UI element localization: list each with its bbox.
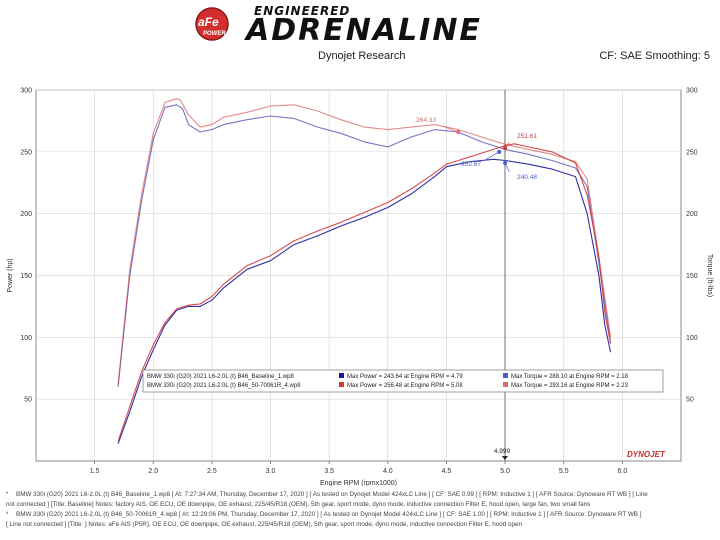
legend-file-name: BMW 330i (G20) 2021 L6-2.0L (t) B46_Base… xyxy=(147,374,295,380)
y-tick-label-right: 200 xyxy=(686,211,698,218)
legend: BMW 330i (G20) 2021 L6-2.0L (t) B46_Base… xyxy=(142,369,664,393)
chart-subtitle: Dynojet Research xyxy=(318,50,406,62)
annotation-leader xyxy=(504,162,510,172)
series-line-baseline-power xyxy=(117,158,612,444)
logo-badge-bottom: POWER xyxy=(203,31,226,37)
y-tick-label-left: 100 xyxy=(20,335,32,342)
y-tick-label-left: 200 xyxy=(20,211,32,218)
legend-max-power: Max Power = 256.48 at Engine RPM = 5.08 xyxy=(347,383,463,389)
legend-box xyxy=(142,369,664,393)
x-tick-label: 3.5 xyxy=(324,468,334,475)
legend-swatch-power xyxy=(339,382,344,387)
run-notes: * BMW 330i (G20) 2021 L6-2.0L (t) B46_Bas… xyxy=(6,490,714,530)
annotation-label: 264.33 xyxy=(416,117,436,124)
run-notes-line: * BMW 330i (G20) 2021 L6-2.0L (t) B46_50-… xyxy=(6,511,642,518)
y-tick-label-left: 150 xyxy=(20,273,32,280)
cursor-marker-icon xyxy=(501,456,508,460)
legend-swatch-power xyxy=(339,373,344,378)
legend-swatch-torque xyxy=(503,382,508,387)
logo-badge-top: aFe xyxy=(198,15,219,29)
x-tick-label: 6.0 xyxy=(617,468,627,475)
annotation-leader xyxy=(504,142,510,149)
y-tick-label-left: 250 xyxy=(20,149,32,156)
dynojet-watermark: DYNOJET xyxy=(627,450,666,459)
legend-max-torque: Max Torque = 293.16 at Engine RPM = 2.23 xyxy=(511,383,629,389)
run-notes-line: [ Line not connected ] [Title: ] Notes: … xyxy=(6,521,523,528)
annotation-label: 252.67 xyxy=(461,161,481,168)
brand-small: ENGINEERED xyxy=(254,4,351,18)
run-notes-line: not connected ] [Title: Baseline] Notes:… xyxy=(6,501,591,508)
axes: 1.5 2.0 2.5 3.0 3.5 4.0 4.5 5.0 5.5 6.0 50 50 100 100… xyxy=(7,88,713,487)
y-tick-label-right: 150 xyxy=(686,273,698,280)
annotation-label: 240.48 xyxy=(517,174,537,181)
x-tick-label: 2.0 xyxy=(148,468,158,475)
y-tick-label-right: 50 xyxy=(686,397,694,404)
legend-max-power: Max Power = 243.64 at Engine RPM = 4.79 xyxy=(347,374,463,380)
annotations: 264.33 251.61 252.67 240.48 xyxy=(416,117,537,181)
afe-power-logo: aFe POWER xyxy=(195,7,229,41)
series-line-baseline-torque xyxy=(117,104,612,387)
series-line-modified-torque xyxy=(117,98,612,385)
legend-max-torque: Max Torque = 288.10 at Engine RPM = 2.18 xyxy=(511,374,629,380)
brand-logo: ENGINEERED ADRENALINE xyxy=(246,4,536,48)
y-tick-label-left: 50 xyxy=(24,397,32,404)
legend-file-name: BMW 330i (G20) 2021 L6-2.0L (t) B46_50-7… xyxy=(147,383,301,389)
annotation-leader xyxy=(485,151,500,160)
legend-swatch-torque xyxy=(503,373,508,378)
run-notes-line: * BMW 330i (G20) 2021 L6-2.0L (t) B46_Bas… xyxy=(6,491,648,498)
header: aFe POWER ENGINEERED ADRENALINE xyxy=(0,0,720,48)
x-tick-label: 3.0 xyxy=(266,468,276,475)
brand-big: ADRENALINE xyxy=(246,13,482,48)
x-tick-label: 4.0 xyxy=(383,468,393,475)
logo-circle-icon xyxy=(196,8,228,40)
y-axis-label-right: Torque (ft-lbs) xyxy=(706,254,713,297)
dyno-chart: 4.999 BMW 330i (G20) 2021 L6-2.0L (t) B4… xyxy=(7,88,713,487)
annotation-leader xyxy=(443,126,459,133)
x-tick-label: 5.0 xyxy=(500,468,510,475)
x-tick-label: 5.5 xyxy=(559,468,569,475)
rpm-cursor-label: 4.999 xyxy=(494,448,511,455)
x-tick-label: 4.5 xyxy=(442,468,452,475)
y-tick-label-right: 100 xyxy=(686,335,698,342)
y-tick-label-left: 300 xyxy=(20,88,32,95)
cursor-layer: 4.999 xyxy=(494,90,511,461)
x-axis-label: Engine RPM (rpmx1000) xyxy=(320,480,397,486)
series-line-modified-power xyxy=(117,143,612,442)
y-tick-label-right: 250 xyxy=(686,149,698,156)
grid xyxy=(36,89,681,461)
annotation-label: 251.61 xyxy=(517,133,537,140)
y-tick-label-right: 300 xyxy=(686,88,698,95)
series-layer xyxy=(117,98,612,444)
y-axis-label-left: Power (hp) xyxy=(7,258,14,292)
x-tick-label: 2.5 xyxy=(207,468,217,475)
correction-factor: CF: SAE Smoothing: 5 xyxy=(599,50,710,62)
x-tick-label: 1.5 xyxy=(90,468,100,475)
